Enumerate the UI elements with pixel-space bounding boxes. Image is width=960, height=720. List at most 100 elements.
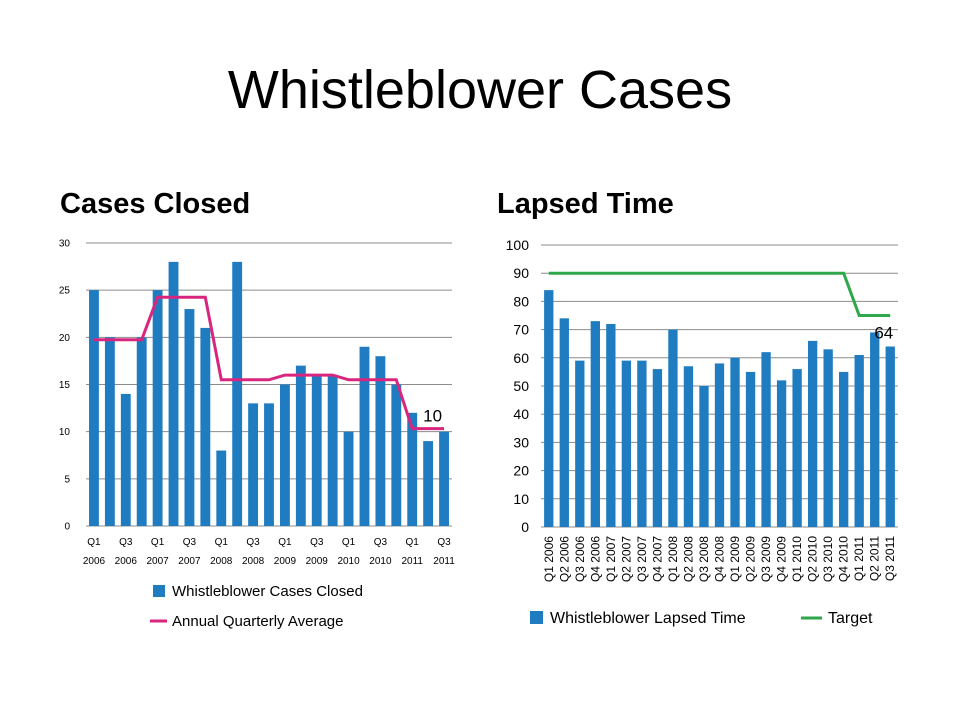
x-tick-label-left: 2006 <box>115 556 138 567</box>
x-tick-label-right: Q4 2010 <box>837 536 851 582</box>
x-tick-label-left: 2010 <box>369 556 392 567</box>
x-tick-label-right: Q3 2010 <box>821 536 835 582</box>
y-tick-label-left: 20 <box>59 333 71 344</box>
y-tick-label-right: 0 <box>521 519 529 535</box>
x-tick-label-left: 2011 <box>401 556 423 567</box>
y-tick-label-right: 60 <box>513 350 529 366</box>
bar-lapsed-time <box>761 352 771 527</box>
bar-cases-closed <box>439 431 449 526</box>
x-tick-label-left: 2006 <box>83 556 106 567</box>
x-tick-label-left: Q3 <box>374 537 388 548</box>
y-tick-label-left: 30 <box>59 239 71 250</box>
bar-cases-closed <box>136 337 147 526</box>
bar-lapsed-time <box>559 318 569 527</box>
line-annual-quarterly-average <box>94 295 444 431</box>
bar-lapsed-time <box>714 363 725 527</box>
data-label-last-lapsed: 64 <box>874 324 893 343</box>
legend-label-target: Target <box>828 610 873 627</box>
bar-cases-closed <box>264 403 274 526</box>
bar-lapsed-time <box>730 357 740 527</box>
legend-swatch-lapsed-time <box>530 611 543 624</box>
x-tick-label-left: 2008 <box>242 556 265 567</box>
bar-lapsed-time <box>699 386 709 527</box>
x-tick-label-left: Q1 <box>87 537 101 548</box>
x-tick-label-right: Q3 2007 <box>635 536 649 582</box>
bar-lapsed-time <box>652 369 663 527</box>
x-tick-label-left: Q3 <box>310 537 324 548</box>
bar-cases-closed <box>216 450 227 526</box>
x-tick-label-right: Q2 2006 <box>557 536 571 582</box>
y-tick-label-right: 90 <box>513 265 529 281</box>
bar-cases-closed <box>311 375 322 526</box>
bar-cases-closed <box>152 290 163 526</box>
x-tick-label-left: 2011 <box>433 556 455 567</box>
x-tick-label-right: Q1 2006 <box>542 536 556 582</box>
x-tick-label-left: 2009 <box>274 556 297 567</box>
bar-cases-closed <box>407 412 418 526</box>
bar-lapsed-time <box>544 290 554 527</box>
bar-cases-closed <box>104 337 115 526</box>
bar-cases-closed <box>248 403 259 526</box>
bar-cases-closed <box>184 309 195 526</box>
y-tick-label-right: 100 <box>506 237 530 253</box>
bar-cases-closed <box>359 346 370 526</box>
x-tick-label-right: Q4 2007 <box>650 536 664 582</box>
x-tick-label-left: 2007 <box>146 556 169 567</box>
bar-lapsed-time <box>792 369 802 527</box>
x-tick-label-right: Q3 2006 <box>573 536 587 582</box>
bar-cases-closed <box>89 290 99 526</box>
x-tick-label-right: Q2 2008 <box>682 536 696 582</box>
bar-cases-closed <box>375 356 386 526</box>
bar-cases-closed <box>120 393 131 526</box>
bar-lapsed-time <box>575 360 585 527</box>
y-tick-label-right: 10 <box>513 491 529 507</box>
bar-lapsed-time <box>621 360 632 527</box>
x-tick-label-right: Q3 2011 <box>883 536 897 581</box>
bar-lapsed-time <box>776 380 787 527</box>
y-tick-label-left: 25 <box>59 286 71 297</box>
y-tick-label-right: 40 <box>513 406 529 422</box>
bar-lapsed-time <box>885 346 895 527</box>
bar-cases-closed <box>423 441 434 526</box>
x-tick-label-right: Q1 2008 <box>666 536 680 582</box>
bar-cases-closed <box>327 375 338 526</box>
x-tick-label-right: Q3 2008 <box>697 536 711 582</box>
x-tick-label-left: 2010 <box>337 556 360 567</box>
y-tick-label-right: 80 <box>513 293 529 309</box>
bar-cases-closed <box>295 365 306 526</box>
legend-label-cases-closed: Whistleblower Cases Closed <box>172 583 363 600</box>
bar-lapsed-time <box>590 321 600 527</box>
y-tick-label-right: 20 <box>513 463 529 479</box>
x-tick-label-left: 2008 <box>210 556 233 567</box>
bar-lapsed-time <box>870 332 880 527</box>
x-tick-label-right: Q2 2009 <box>744 536 758 582</box>
bar-lapsed-time <box>807 340 818 527</box>
bar-lapsed-time <box>637 360 647 527</box>
x-tick-label-right: Q1 2010 <box>790 536 804 582</box>
bar-lapsed-time <box>606 323 616 527</box>
x-tick-label-right: Q1 2011 <box>852 536 866 581</box>
bar-cases-closed <box>200 327 211 526</box>
x-tick-label-right: Q2 2007 <box>619 536 633 582</box>
x-tick-label-right: Q3 2009 <box>759 536 773 582</box>
line-target <box>548 271 891 317</box>
legend-label-average: Annual Quarterly Average <box>172 613 344 630</box>
bar-cases-closed <box>279 384 290 526</box>
bar-lapsed-time <box>839 371 849 527</box>
x-tick-label-left: 2009 <box>306 556 329 567</box>
y-tick-label-right: 50 <box>513 378 529 394</box>
y-tick-label-left: 0 <box>64 522 70 533</box>
x-tick-label-left: 2007 <box>178 556 201 567</box>
x-tick-label-right: Q1 2009 <box>728 536 742 582</box>
x-tick-label-left: Q3 <box>437 537 451 548</box>
x-tick-label-left: Q1 <box>406 537 420 548</box>
legend-label-lapsed-time: Whistleblower Lapsed Time <box>550 610 746 627</box>
x-tick-label-left: Q3 <box>183 537 197 548</box>
bar-cases-closed <box>168 261 179 526</box>
slide-title: Whistleblower Cases <box>227 60 733 120</box>
bar-lapsed-time <box>683 366 694 527</box>
lapsed-time-heading: Lapsed Time <box>497 188 674 220</box>
y-tick-label-left: 10 <box>59 427 71 438</box>
x-tick-label-left: Q3 <box>246 537 260 548</box>
